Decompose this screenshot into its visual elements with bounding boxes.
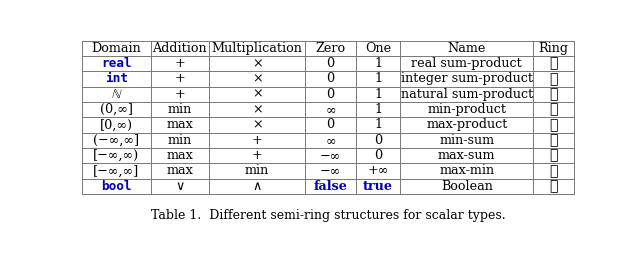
Text: 1: 1 [374,88,382,101]
Text: real: real [101,57,132,70]
Text: ∧: ∧ [253,180,262,193]
Text: Boolean: Boolean [441,180,493,193]
Text: Name: Name [447,42,486,55]
Text: ×: × [252,118,262,131]
Text: Zero: Zero [316,42,346,55]
Text: (−∞,∞]: (−∞,∞] [93,134,140,147]
Text: false: false [314,180,348,193]
Text: ×: × [252,88,262,101]
Text: +: + [175,72,185,85]
Text: ×: × [252,103,262,116]
Text: +: + [252,149,262,162]
Text: real sum-product: real sum-product [412,57,522,70]
Text: 1: 1 [374,57,382,70]
Text: [−∞,∞): [−∞,∞) [93,149,140,162]
Text: ×: × [252,57,262,70]
Text: ✗: ✗ [549,118,557,132]
Text: Multiplication: Multiplication [212,42,303,55]
Text: ✗: ✗ [549,149,557,162]
Text: max-product: max-product [426,118,508,131]
Text: true: true [363,180,393,193]
Text: 0: 0 [326,88,335,101]
Text: ✗: ✗ [549,164,557,178]
Text: ✗: ✗ [549,179,557,193]
Text: min-sum: min-sum [439,134,495,147]
Text: −∞: −∞ [320,164,341,177]
Text: ×: × [252,72,262,85]
Text: max: max [166,149,193,162]
Text: One: One [365,42,391,55]
Text: $\mathbb{N}$: $\mathbb{N}$ [111,88,122,101]
Text: [0,∞): [0,∞) [100,118,133,131]
Text: max: max [166,118,193,131]
Text: 0: 0 [326,57,335,70]
Text: integer sum-product: integer sum-product [401,72,533,85]
Text: +: + [175,57,185,70]
Text: Ring: Ring [538,42,568,55]
Text: 0: 0 [326,72,335,85]
Text: 1: 1 [374,72,382,85]
Text: ✗: ✗ [549,102,557,117]
Text: (0,∞]: (0,∞] [100,103,133,116]
Text: min: min [245,164,269,177]
Text: +: + [175,88,185,101]
Text: 1: 1 [374,103,382,116]
Text: min-product: min-product [428,103,506,116]
Text: 0: 0 [374,149,382,162]
Text: [−∞,∞]: [−∞,∞] [93,164,140,177]
Text: ✗: ✗ [549,133,557,147]
Text: max-sum: max-sum [438,149,495,162]
Text: min: min [168,103,192,116]
Text: Domain: Domain [92,42,141,55]
Text: Addition: Addition [152,42,207,55]
Text: ✗: ✗ [549,87,557,101]
Text: ∨: ∨ [175,180,184,193]
Text: int: int [105,72,128,85]
Text: max-min: max-min [439,164,495,177]
Text: ✓: ✓ [549,72,557,86]
Text: max: max [166,164,193,177]
Text: natural sum-product: natural sum-product [401,88,533,101]
Text: 1: 1 [374,118,382,131]
Text: bool: bool [101,180,132,193]
Text: +∞: +∞ [367,164,388,177]
Text: min: min [168,134,192,147]
Text: ✓: ✓ [549,57,557,70]
Text: −∞: −∞ [320,149,341,162]
Text: +: + [252,134,262,147]
Text: ∞: ∞ [325,134,336,147]
Text: 0: 0 [374,134,382,147]
Text: 0: 0 [326,118,335,131]
Text: ∞: ∞ [325,103,336,116]
Text: Table 1.  Different semi-ring structures for scalar types.: Table 1. Different semi-ring structures … [150,209,506,222]
